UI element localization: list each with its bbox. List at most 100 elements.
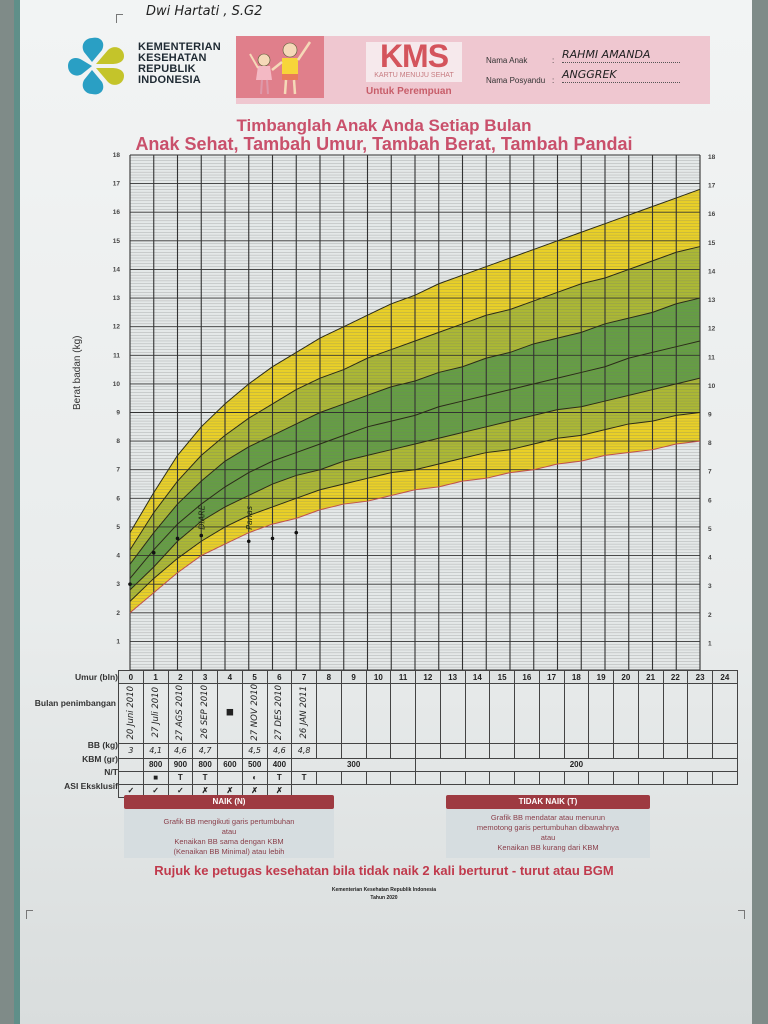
handwritten-entry: 27 NOV 2010 xyxy=(249,684,260,741)
nt-cell xyxy=(662,770,689,785)
legend-tidak-naik-title: TIDAK NAIK (T) xyxy=(446,795,650,809)
bulan-penimbangan-cell: 20 Juni 2010 xyxy=(118,683,144,744)
kbm-cell-span: 200 xyxy=(415,757,738,772)
nt-cell: T xyxy=(291,770,317,785)
bulan-penimbangan-cell xyxy=(464,683,491,744)
bulan-penimbangan-cell xyxy=(415,683,441,744)
y-tick-label-left: 3 xyxy=(116,581,120,588)
nama-anak-label: Nama Anak xyxy=(486,56,528,65)
month-header-cell: 5 xyxy=(241,670,268,684)
month-header-cell: 3 xyxy=(192,670,218,684)
bb-cell xyxy=(340,742,367,759)
legend-naik-title: NAIK (N) xyxy=(124,795,334,809)
y-tick-label-right: 2 xyxy=(708,612,712,619)
legend-line: atau xyxy=(540,833,556,842)
month-header-cell: 1 xyxy=(142,670,169,684)
y-tick-label-right: 16 xyxy=(708,211,716,218)
table-row-nt: ■ T T ◐ T T xyxy=(118,770,738,785)
table-row-umur: 0 1 2 3 4 5 6 7 8 9 10 11 12 13 14 15 16 17 18 19 20 21 22 23 24 xyxy=(118,670,738,684)
weighing-table: 0 1 2 3 4 5 6 7 8 9 10 11 12 13 14 15 16 17 18 19 20 21 22 23 24… xyxy=(118,670,738,798)
nt-cell xyxy=(613,770,639,785)
kbm-cell: 400 xyxy=(266,757,293,772)
y-tick-label-right: 8 xyxy=(708,440,712,447)
bb-cell: 4,6 xyxy=(167,742,194,759)
row-label-nt: N/T xyxy=(104,767,118,777)
y-tick-label-right: 4 xyxy=(708,555,712,562)
handwritten-entry: ■ xyxy=(224,707,235,718)
month-header-cell: 22 xyxy=(662,670,689,684)
bb-cell: 4,8 xyxy=(291,742,317,759)
month-header-cell: 17 xyxy=(538,670,565,684)
legend-line: Grafik BB mendatar atau menurun xyxy=(490,813,606,822)
nt-cell: ■ xyxy=(142,770,169,785)
kms-logo-box xyxy=(366,42,462,82)
bulan-penimbangan-cell: 27 AGS 2010 xyxy=(167,683,194,744)
bulan-penimbangan-cell: 27 DES 2010 xyxy=(266,683,293,744)
nt-cell xyxy=(687,770,713,785)
kbm-cell xyxy=(118,757,144,772)
bulan-penimbangan-cell xyxy=(514,683,540,744)
nama-anak-field[interactable]: RAHMI AMANDA xyxy=(562,48,680,63)
nt-cell xyxy=(514,770,540,785)
month-header-cell: 21 xyxy=(637,670,664,684)
ministry-line: INDONESIA xyxy=(138,74,201,86)
y-tick-label-right: 15 xyxy=(708,240,716,247)
bulan-penimbangan-cell xyxy=(538,683,565,744)
nama-posyandu-field[interactable]: ANGGREK xyxy=(562,68,680,83)
month-header-cell: 9 xyxy=(340,670,367,684)
bb-cell: 4,5 xyxy=(241,742,268,759)
legend-tidak-naik-box xyxy=(446,808,650,858)
legend-tidak-naik-text: Grafik BB mendatar atau menurun memotong… xyxy=(446,813,650,853)
nt-cell xyxy=(316,770,342,785)
data-point xyxy=(294,530,299,535)
month-header-cell: 4 xyxy=(217,670,243,684)
nt-cell xyxy=(340,770,367,785)
bb-cell xyxy=(217,742,243,759)
month-header-cell: 23 xyxy=(687,670,713,684)
month-header-cell: 13 xyxy=(439,670,466,684)
bulan-penimbangan-cell xyxy=(637,683,664,744)
row-label-kbm: KBM (gr) xyxy=(82,754,118,764)
row-label-umur: Umur (bln) xyxy=(75,672,118,682)
month-header-cell: 19 xyxy=(588,670,614,684)
y-tick-label-right: 17 xyxy=(708,183,716,190)
data-point xyxy=(175,536,180,541)
nt-cell xyxy=(390,770,416,785)
month-header-cell: 0 xyxy=(118,670,144,684)
separator: : xyxy=(552,56,555,65)
bulan-penimbangan-cell xyxy=(588,683,614,744)
data-point xyxy=(199,533,204,538)
bb-cell xyxy=(365,742,392,759)
kbm-cell: 600 xyxy=(217,757,243,772)
y-tick-label-right: 18 xyxy=(708,154,716,161)
ministry-line: REPUBLIK xyxy=(138,63,196,75)
y-tick-label-left: 14 xyxy=(113,266,121,273)
crop-mark xyxy=(116,14,123,23)
reference-curve-+1SD xyxy=(129,297,701,565)
y-tick-label-right: 7 xyxy=(708,469,712,476)
month-header-cell: 8 xyxy=(316,670,342,684)
month-header-cell: 15 xyxy=(489,670,515,684)
nt-cell: T xyxy=(192,770,218,785)
kms-subtitle: KARTU MENUJU SEHAT xyxy=(374,72,454,79)
nt-cell xyxy=(415,770,441,785)
row-label-bb: BB (kg) xyxy=(87,740,118,750)
data-point xyxy=(151,550,156,555)
y-tick-label-left: 5 xyxy=(116,524,120,531)
nt-cell: T xyxy=(266,770,293,785)
month-header-cell: 20 xyxy=(613,670,639,684)
bb-cell xyxy=(489,742,515,759)
nt-cell xyxy=(712,770,738,785)
bulan-penimbangan-cell: 26 SEP 2010 xyxy=(192,683,218,744)
y-tick-label-left: 18 xyxy=(113,152,121,159)
ministry-line: KEMENTERIAN xyxy=(138,41,221,53)
children-icon xyxy=(249,41,312,95)
bb-cell xyxy=(415,742,441,759)
reference-curve--3SD xyxy=(129,440,701,614)
kbm-cell: 500 xyxy=(241,757,268,772)
referral-warning: Rujuk ke petugas kesehatan bila tidak na… xyxy=(154,863,614,878)
bb-cell: 4,1 xyxy=(142,742,169,759)
month-header-cell: 2 xyxy=(167,670,194,684)
bb-cell xyxy=(588,742,614,759)
